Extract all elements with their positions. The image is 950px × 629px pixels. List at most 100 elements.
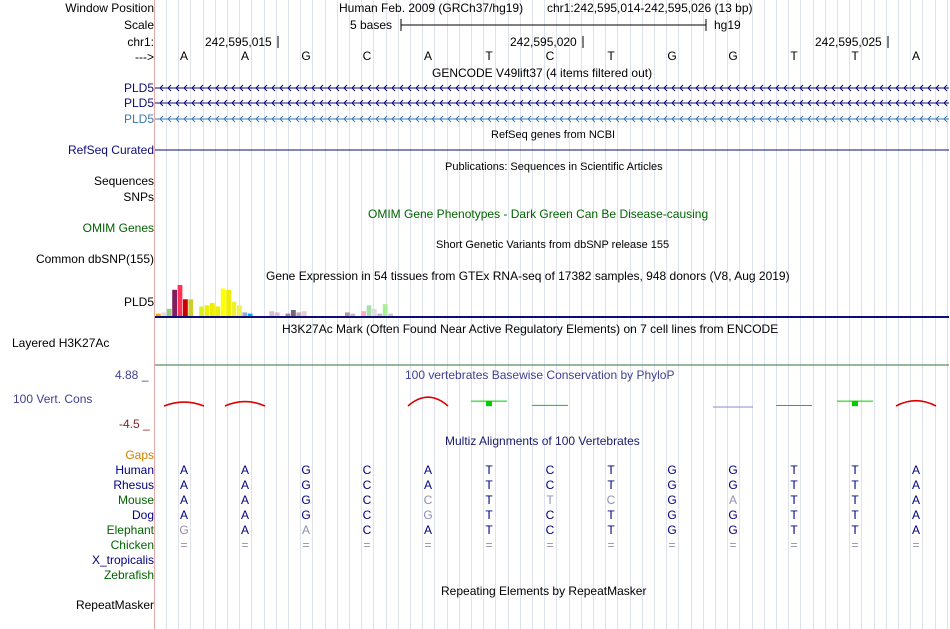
phylop-mark[interactable] bbox=[163, 401, 205, 407]
alignment-base: T bbox=[790, 508, 798, 522]
gtex-bar[interactable] bbox=[242, 312, 248, 316]
label-divider bbox=[154, 0, 155, 629]
gtex-bar[interactable] bbox=[372, 308, 377, 316]
dbsnp-label[interactable]: Common dbSNP(155) bbox=[35, 252, 154, 266]
species-label-x_tropicalis[interactable]: X_tropicalis bbox=[91, 553, 154, 567]
gtex-bar[interactable] bbox=[366, 305, 372, 316]
gtex-bar[interactable] bbox=[156, 313, 161, 316]
gridline bbox=[337, 0, 338, 629]
alignment-base: C bbox=[545, 508, 555, 522]
multiz-gaps-label[interactable]: Gaps bbox=[125, 448, 154, 462]
gtex-bar[interactable] bbox=[350, 313, 356, 316]
base-letter: A bbox=[423, 49, 432, 63]
gtex-bar[interactable] bbox=[296, 312, 302, 316]
alignment-base: A bbox=[911, 493, 920, 507]
gridline bbox=[800, 0, 801, 629]
assembly-title: Human Feb. 2009 (GRCh37/hg19) bbox=[339, 1, 524, 15]
gtex-bar[interactable] bbox=[183, 299, 188, 316]
species-label-human[interactable]: Human bbox=[115, 463, 154, 477]
base-letter: G bbox=[667, 49, 677, 63]
gtex-bar[interactable] bbox=[220, 288, 226, 316]
gridline bbox=[398, 0, 399, 629]
phylop-max-label: 4.88 _ bbox=[115, 368, 149, 382]
refseq-label[interactable]: RefSeq Curated bbox=[67, 143, 154, 157]
gtex-bar[interactable] bbox=[161, 312, 167, 316]
species-label-chicken[interactable]: Chicken bbox=[110, 538, 154, 552]
phylop-mark[interactable] bbox=[224, 400, 266, 407]
gene-models[interactable] bbox=[155, 84, 949, 123]
pubs-snps-label[interactable]: SNPs bbox=[123, 190, 154, 204]
gencode-gene-label-1[interactable]: PLD5 bbox=[123, 81, 154, 95]
gtex-bar[interactable] bbox=[388, 313, 393, 316]
gtex-bar[interactable] bbox=[172, 289, 177, 316]
gtex-bar[interactable] bbox=[210, 302, 215, 316]
alignment-base: A bbox=[911, 478, 920, 492]
alignment-base: C bbox=[362, 478, 372, 492]
alignment-base: T bbox=[485, 493, 493, 507]
gtex-bar[interactable] bbox=[361, 311, 366, 316]
species-label-zebrafish[interactable]: Zebrafish bbox=[103, 568, 154, 582]
gtex-bar[interactable] bbox=[177, 285, 183, 316]
alignment-base: T bbox=[485, 478, 493, 492]
gridline bbox=[776, 0, 777, 629]
gtex-bar[interactable] bbox=[188, 299, 194, 316]
alignment-base: G bbox=[667, 478, 677, 492]
gtex-bar[interactable] bbox=[274, 312, 280, 316]
gene-model-2[interactable] bbox=[155, 99, 949, 107]
gtex-bar[interactable] bbox=[166, 308, 172, 316]
gridline bbox=[703, 0, 704, 629]
gtex-bar[interactable] bbox=[215, 306, 221, 317]
species-label-dog[interactable]: Dog bbox=[131, 508, 154, 522]
gtex-bar[interactable] bbox=[301, 311, 307, 316]
gtex-bar[interactable] bbox=[382, 304, 388, 316]
gridline bbox=[532, 0, 533, 629]
alignment-base: C bbox=[545, 478, 555, 492]
tick-label-3: 242,595,025 bbox=[815, 35, 882, 49]
gencode-track-title: GENCODE V49lift37 (4 items filtered out) bbox=[432, 66, 653, 80]
strand-arrow-label: ---> bbox=[135, 50, 154, 64]
species-label-mouse[interactable]: Mouse bbox=[117, 493, 154, 507]
gtex-gene-label[interactable]: PLD5 bbox=[123, 295, 154, 309]
gtex-bar[interactable] bbox=[291, 310, 296, 316]
omim-label[interactable]: OMIM Genes bbox=[82, 221, 154, 235]
gridline bbox=[508, 0, 509, 629]
pubs-sequences-label[interactable]: Sequences bbox=[93, 174, 154, 188]
gene-model-1[interactable] bbox=[155, 84, 949, 92]
gtex-bar[interactable] bbox=[247, 313, 253, 316]
species-label-rhesus[interactable]: Rhesus bbox=[113, 478, 154, 492]
gridline bbox=[495, 0, 496, 629]
gridline bbox=[459, 0, 460, 629]
phylop-signal[interactable] bbox=[163, 396, 937, 408]
base-letter: T bbox=[607, 49, 615, 63]
gtex-bar[interactable] bbox=[199, 306, 204, 317]
gencode-gene-label-3[interactable]: PLD5 bbox=[123, 112, 154, 126]
phylop-label[interactable]: 100 Vert. Cons bbox=[13, 392, 93, 406]
gtex-bar-chart[interactable] bbox=[156, 285, 393, 316]
phylop-peak[interactable] bbox=[852, 401, 858, 407]
alignment-base: A bbox=[240, 463, 249, 477]
gtex-bar[interactable] bbox=[204, 305, 210, 316]
gridline bbox=[849, 0, 850, 629]
gtex-bar[interactable] bbox=[345, 312, 350, 316]
alignment-base: A bbox=[240, 523, 249, 537]
phylop-mark[interactable] bbox=[407, 396, 449, 407]
gridline bbox=[630, 0, 631, 629]
rmsk-label[interactable]: RepeatMasker bbox=[75, 598, 154, 612]
alignment-base: G bbox=[423, 508, 433, 522]
gtex-bar[interactable] bbox=[285, 313, 291, 316]
gencode-gene-label-2[interactable]: PLD5 bbox=[123, 96, 154, 110]
alignment-base: = bbox=[546, 538, 554, 552]
h3k27ac-label[interactable]: Layered H3K27Ac bbox=[12, 336, 110, 350]
gtex-bar[interactable] bbox=[231, 301, 237, 316]
gtex-bar[interactable] bbox=[269, 311, 275, 316]
gtex-bar[interactable] bbox=[226, 289, 231, 316]
species-label-elephant[interactable]: Elephant bbox=[106, 523, 154, 537]
alignment-base: G bbox=[301, 493, 311, 507]
phylop-peak[interactable] bbox=[486, 401, 492, 407]
gtex-bar[interactable] bbox=[237, 305, 242, 316]
gene-model-3[interactable] bbox=[155, 115, 949, 123]
gtex-bar[interactable] bbox=[377, 313, 383, 316]
gridline bbox=[727, 0, 728, 629]
phylop-mark[interactable] bbox=[895, 399, 937, 407]
